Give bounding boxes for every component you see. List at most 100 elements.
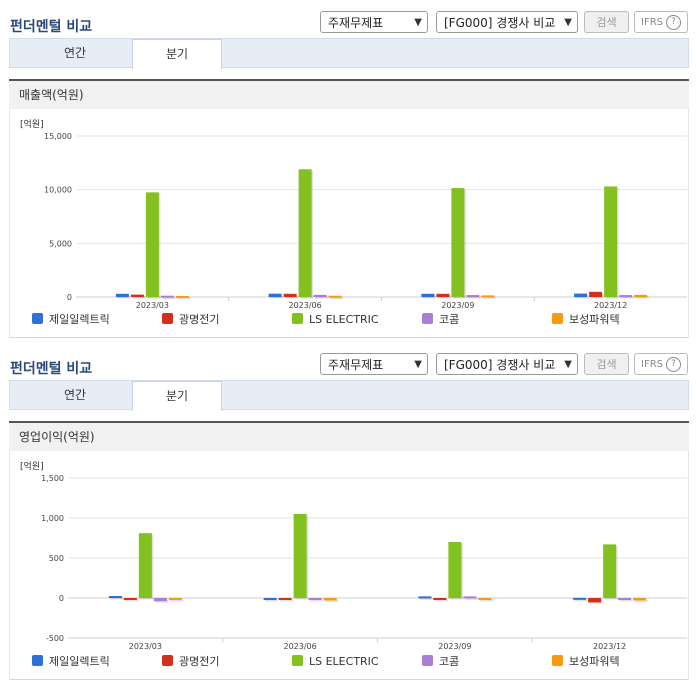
ifrs-button[interactable]: IFRS? — [634, 353, 688, 375]
bar-shadow — [620, 296, 634, 299]
unit-label: [억원] — [20, 118, 44, 130]
bar — [145, 192, 159, 297]
legend-item: 광명전기 — [162, 654, 219, 670]
peer-select[interactable]: [FG000] 경쟁사 비교 ▼ — [436, 11, 578, 33]
legend-swatch — [422, 655, 433, 666]
legend-label: 보성파워텍 — [569, 655, 620, 668]
tab-quarter[interactable]: 분기 — [132, 39, 222, 69]
legend-swatch — [422, 313, 433, 324]
statement-select-value: 주재무제표 — [328, 16, 384, 30]
bar — [433, 598, 447, 600]
metric-title: 매출액(억원) — [9, 79, 689, 109]
bar — [481, 295, 495, 298]
y-tick-label: 0 — [59, 594, 64, 603]
legend-swatch — [552, 655, 563, 666]
legend-swatch — [162, 655, 173, 666]
bar-shadow — [280, 599, 294, 602]
bar — [175, 295, 189, 298]
bar-shadow — [315, 296, 329, 299]
page-title: 펀더멘털 비교 — [10, 19, 93, 35]
bar — [323, 598, 337, 601]
peer-select[interactable]: [FG000] 경쟁사 비교 ▼ — [436, 353, 578, 375]
bar — [263, 598, 277, 600]
bar-shadow — [310, 599, 324, 602]
bar — [130, 294, 144, 297]
bar-shadow — [325, 599, 339, 602]
bar — [603, 544, 617, 598]
page-title: 펀더멘털 비교 — [10, 361, 93, 377]
bar-shadow — [479, 599, 493, 602]
x-tick-label: 2023/09 — [441, 301, 474, 309]
bar-shadow — [265, 599, 279, 602]
tab-annual[interactable]: 연간 — [63, 388, 87, 402]
chevron-down-icon: ▼ — [414, 359, 422, 370]
legend-item: LS ELECTRIC — [292, 312, 379, 328]
y-tick-label: 1,500 — [41, 474, 64, 483]
unit-label: [억원] — [20, 460, 44, 472]
bar — [619, 295, 633, 298]
legend-label: 보성파워텍 — [569, 313, 620, 326]
legend-swatch — [162, 313, 173, 324]
peer-select-value: [FG000] 경쟁사 비교 — [444, 16, 556, 30]
search-button[interactable]: 검색 — [584, 353, 629, 375]
x-tick-label: 2023/09 — [438, 642, 471, 651]
bar — [589, 291, 603, 297]
bar — [308, 598, 322, 600]
ifrs-button[interactable]: IFRS? — [634, 11, 688, 33]
bar — [115, 293, 129, 297]
bar — [633, 598, 647, 601]
chart-panel: [억원] 0 5,000 10,000 15,000 2023/03 2023/06 2023… — [9, 109, 689, 338]
legend-item: 제일일렉트릭 — [32, 312, 110, 328]
header-1: 펀더멘털 비교 주재무제표 ▼ [FG000] 경쟁사 비교 ▼ 검색 IFRS? — [0, 4, 696, 38]
legend-swatch — [32, 655, 43, 666]
y-tick-label: 0 — [67, 293, 72, 302]
bar — [573, 597, 587, 600]
bar — [328, 295, 342, 298]
bar-shadow — [110, 597, 124, 600]
ifrs-label: IFRS — [641, 359, 663, 370]
tab-quarter[interactable]: 분기 — [132, 381, 222, 411]
legend-label: 코콤 — [439, 313, 460, 326]
search-button[interactable]: 검색 — [584, 11, 629, 33]
metric-title: 영업이익(억원) — [9, 421, 689, 451]
legend-item: 광명전기 — [162, 312, 219, 328]
y-tick-label: 500 — [49, 554, 64, 563]
legend-label: 제일일렉트릭 — [49, 655, 110, 668]
bar — [448, 542, 462, 598]
period-tabs: 연간 분기 — [9, 38, 689, 69]
bar-shadow — [132, 296, 146, 299]
x-tick-label: 2023/06 — [284, 642, 317, 651]
x-tick-label: 2023/03 — [129, 642, 162, 651]
tab-annual[interactable]: 연간 — [63, 46, 87, 60]
y-tick-label: -500 — [46, 634, 64, 643]
bar-shadow — [419, 597, 433, 600]
bar — [634, 294, 648, 297]
legend-swatch — [292, 655, 303, 666]
bar — [478, 598, 492, 600]
bar-shadow — [170, 599, 184, 602]
operating-profit-chart: [억원] -500 0 500 1,000 1,500 2023/03 2023/06 2023… — [20, 460, 687, 651]
bar-shadow — [635, 296, 649, 299]
peer-select-value: [FG000] 경쟁사 비교 — [444, 358, 556, 372]
bar — [313, 294, 327, 297]
x-tick-label: 2023/12 — [593, 642, 626, 651]
legend-item: 코콤 — [422, 654, 459, 670]
bar-shadow — [330, 297, 344, 300]
bar — [138, 533, 152, 598]
statement-select[interactable]: 주재무제표 ▼ — [320, 353, 428, 375]
y-tick-label: 1,000 — [41, 514, 64, 523]
legend-label: 제일일렉트릭 — [49, 313, 110, 326]
bar — [160, 295, 174, 298]
legend-label: 광명전기 — [179, 313, 220, 326]
y-tick-label: 5,000 — [49, 239, 72, 248]
bar-shadow — [467, 296, 481, 299]
legend-swatch — [292, 313, 303, 324]
bar — [123, 598, 137, 600]
legend-item: 코콤 — [422, 312, 459, 328]
ifrs-label: IFRS — [641, 17, 663, 28]
bar — [604, 186, 618, 297]
period-tabs: 연간 분기 — [9, 380, 689, 411]
legend-swatch — [32, 313, 43, 324]
statement-select[interactable]: 주재무제표 ▼ — [320, 11, 428, 33]
legend-label: LS ELECTRIC — [309, 655, 379, 668]
